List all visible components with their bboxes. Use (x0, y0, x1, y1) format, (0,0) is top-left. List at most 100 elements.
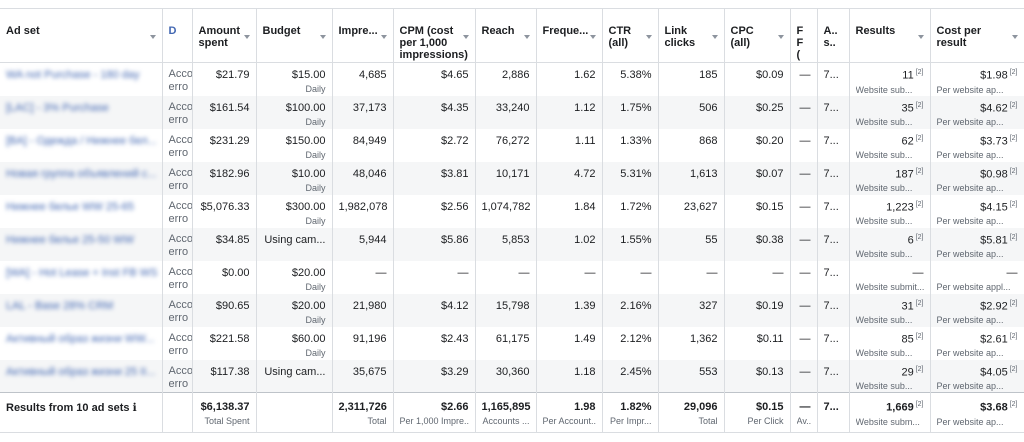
ad-set-link[interactable]: Нижнее белье 25-50 WW (6, 233, 135, 246)
cell-value: 7... (823, 401, 839, 413)
cell-value: — (706, 266, 718, 279)
table-cell: 1.39 (536, 293, 603, 327)
table-cell: $0.15 Per Click (724, 392, 791, 433)
cell-value: 5.38% (620, 69, 652, 81)
table-cell: $150.00 Daily (256, 128, 333, 162)
cell-value: 7... (823, 332, 839, 345)
table-cell: — (475, 260, 537, 294)
cell-value: 1,362 (689, 332, 718, 345)
column-header[interactable]: Link clicks (658, 8, 725, 63)
ad-set-row: Нижнее белье WW 25-65 Acco erro $5,076.33 $3… (0, 194, 1024, 228)
column-header[interactable]: Impre... (332, 8, 394, 63)
cell-value: 1.84 (574, 200, 596, 213)
cell-value: $0.19 (755, 299, 784, 312)
column-header[interactable]: CPM (cost per 1,000 impressions) (393, 8, 476, 63)
table-cell: — (790, 95, 818, 129)
ad-set-link[interactable]: Активный образ жизни WW... (6, 332, 155, 345)
cell-value: 1.33% (620, 134, 652, 147)
column-header[interactable]: F F ( (790, 8, 818, 63)
table-cell: 91,196 (332, 326, 394, 360)
table-cell: Acco erro (162, 359, 193, 393)
table-cell: $4.35 (393, 95, 476, 129)
cell-value: 2,886 (501, 69, 530, 81)
table-cell: — (790, 260, 818, 294)
ad-set-row: WA not Purchase - 180 day Acco erro $21.79 $… (0, 62, 1024, 96)
column-header[interactable]: Reach (475, 8, 537, 63)
table-cell: $0.07 (724, 161, 791, 195)
cell-value: Acco (168, 265, 192, 278)
cell-subtext: Website sub... (855, 84, 913, 95)
table-cell: 185 (658, 62, 725, 96)
cell-subtext: Accounts ... (482, 416, 530, 426)
table-cell: 31 [2] Website sub... (849, 293, 931, 327)
table-cell: $161.54 (192, 95, 257, 129)
ad-set-link[interactable]: Новая группа объявлений с... (6, 167, 157, 180)
table-cell: — (790, 194, 818, 228)
ad-set-link[interactable]: WA not Purchase - 180 day (6, 69, 140, 81)
column-header[interactable]: A.. s.. (817, 8, 850, 63)
cell-value: 553 (699, 365, 718, 378)
cell-value: 35 (901, 102, 914, 115)
cell-value: 37,173 (352, 101, 387, 114)
table-cell: 553 (658, 359, 725, 393)
cell-main: 62 [2] (856, 135, 923, 148)
column-header[interactable]: Amount spent (192, 8, 257, 63)
table-cell: $3.73 [2] Per website ap... (930, 128, 1024, 162)
table-cell: $4.15 [2] Per website ap... (930, 194, 1024, 228)
table-cell: WA not Purchase - 180 day (0, 62, 163, 96)
table-cell: $20.00 Daily (256, 260, 333, 294)
cell-value: 31 (901, 300, 914, 313)
cell-value: 7... (823, 233, 839, 246)
table-cell: $4.62 [2] Per website ap... (930, 95, 1024, 129)
cell-value: $100.00 (285, 101, 326, 114)
ad-set-link[interactable]: [WA] - Hot Lease + Inst FB WS (6, 266, 158, 279)
cell-main: Acco (169, 365, 192, 378)
footnote: [2] (1009, 167, 1018, 175)
table-cell: 1.98 Per Account... (536, 392, 603, 433)
cell-value: 185 (699, 69, 718, 81)
ad-set-link[interactable]: [LAC] - 3% Purchase (6, 101, 109, 114)
cell-main: $5.81 [2] (937, 234, 1017, 247)
table-cell: — (790, 293, 818, 327)
cell-value: 6 (907, 234, 914, 247)
cell-value: $150.00 (285, 134, 326, 147)
cell-value: $2.92 (980, 300, 1008, 313)
column-header[interactable]: Ad set (0, 8, 163, 63)
ad-set-link[interactable]: LAL - Base 28% CRM (6, 299, 114, 312)
cell-value: — (799, 401, 811, 413)
cell-subtext: Per website ap... (936, 150, 1004, 161)
cell-main: $3.73 [2] (937, 134, 1018, 148)
cell-value: $231.29 (209, 134, 250, 147)
column-header[interactable]: Budget (256, 8, 333, 63)
cell-value: — (799, 101, 811, 114)
cell-value: 1,669 (886, 401, 914, 414)
cell-value: $0.25 (755, 101, 784, 114)
cell-main: Acco (169, 332, 192, 345)
cell-value: 1.55% (620, 233, 652, 246)
table-cell: $10.00 Daily (256, 161, 333, 195)
cell-subtext: Per website ap... (936, 117, 1004, 128)
column-header[interactable]: Cost per result (930, 8, 1024, 63)
column-header[interactable]: CPC (all) (724, 8, 791, 63)
cell-value: 76,272 (495, 134, 530, 147)
column-header[interactable]: Results (849, 8, 931, 63)
table-cell: 7... (817, 128, 850, 162)
column-header[interactable]: CTR (all) (602, 8, 659, 63)
table-cell: — (332, 260, 394, 294)
cell-value: 7... (823, 101, 839, 114)
footnote: [2] (1009, 134, 1018, 142)
cell-value: Using cam... (264, 233, 326, 246)
column-header[interactable]: D (162, 8, 193, 63)
column-header[interactable]: Freque... (536, 8, 603, 63)
table-cell: 33,240 (475, 95, 537, 129)
table-cell: 1.62 (536, 62, 603, 96)
cell-value: $0.00 (221, 266, 250, 279)
cell-value: — (1006, 266, 1018, 279)
ad-set-link[interactable]: Активный образ жизни 25 II... (6, 365, 156, 378)
cell-value: $15.00 (291, 69, 326, 81)
cell-value: $20.00 (291, 299, 326, 312)
table-cell: — (790, 227, 818, 261)
ad-set-link[interactable]: [BA] - Одежда / Нижнее бел... (6, 134, 157, 147)
ad-set-link[interactable]: Нижнее белье WW 25-65 (6, 200, 135, 213)
cell-value: — (772, 266, 784, 279)
